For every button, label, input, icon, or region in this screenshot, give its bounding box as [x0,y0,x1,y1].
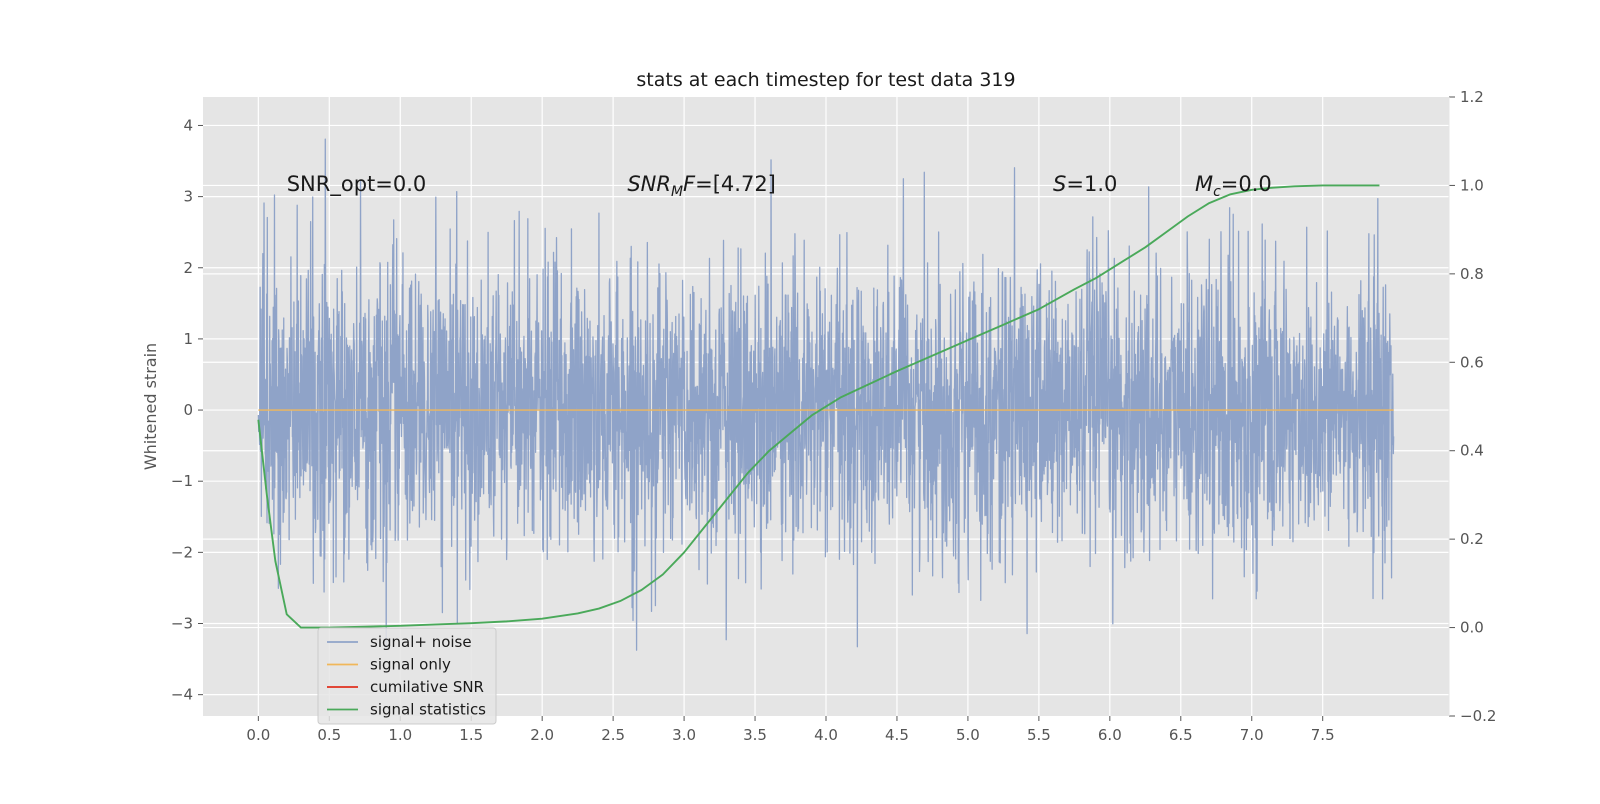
legend-box [317,627,497,725]
y-tick-label: 4 [183,116,193,134]
series-layer [257,138,1395,651]
y-tick-label: −4 [171,686,193,704]
annotations: SNR_opt=0.0 SNRMF=[4.72] S=1.0 Mc=0.0 [287,172,1272,200]
y2-tick-label: 0.4 [1460,442,1484,460]
annotation-s-1-0: S=1.0 [1053,172,1117,196]
x-tick-label: 5.5 [1027,726,1051,744]
series-signal-statistics-line [257,184,1380,629]
y2-tick-label: 0.8 [1460,265,1484,283]
y2-tick-label: 1.2 [1460,88,1484,106]
chart-title: stats at each timestep for test data 319 [636,69,1015,91]
annotation-snr-opt-0-0: SNR_opt=0.0 [287,172,427,197]
x-tick-label: 7.0 [1240,726,1264,744]
y2-tick-label: 0.6 [1460,353,1484,371]
y-tick-label: 3 [183,188,193,206]
x-tick-label: 6.5 [1169,726,1193,744]
y-tick-label: 0 [183,401,193,419]
y2-tick-label: 0.0 [1460,619,1484,637]
y-tick-label: −1 [171,472,193,490]
x-tick-label: 0.0 [246,726,270,744]
legend-label-signal-noise: signal+ noise [370,633,472,651]
annotation-snrmf-4-72: SNRMF=[4.72] [627,172,776,200]
x-tick-label: 4.5 [885,726,909,744]
legend-label-signal-only: signal only [370,656,451,674]
x-tick-label: 6.0 [1098,726,1122,744]
y2-axis-ticks: 1.2 1.0 0.8 0.6 0.4 0.2 0.0 −0.2 [1449,88,1496,725]
x-tick-label: 2.0 [530,726,554,744]
series-signal-plus-noise-line [257,138,1395,651]
x-tick-label: 7.5 [1311,726,1335,744]
y-tick-label: −2 [171,543,193,561]
y-axis-ticks: 4 3 2 1 0 −1 −2 −3 −4 [171,116,203,704]
y2-tick-label: 1.0 [1460,176,1484,194]
y-axis-label: Whitened strain [141,343,160,470]
x-tick-label: 1.0 [388,726,412,744]
x-tick-label: 3.5 [743,726,767,744]
x-tick-label: 0.5 [317,726,341,744]
x-tick-label: 2.5 [601,726,625,744]
y-tick-label: 2 [183,259,193,277]
y-tick-label: −3 [171,615,193,633]
y-tick-label: 1 [183,330,193,348]
legend-label-cumilative-snr: cumilative SNR [370,678,484,696]
x-tick-label: 3.0 [672,726,696,744]
y2-tick-label: −0.2 [1460,707,1496,725]
x-axis-ticks: 0.0 0.5 1.0 1.5 2.0 2.5 3.0 3.5 4.0 4.5 5.0 5.5 6.0 6… [246,716,1335,744]
annotation-mc-0-0: Mc=0.0 [1195,172,1272,200]
y2-tick-label: 0.2 [1460,530,1484,548]
x-tick-label: 4.0 [814,726,838,744]
legend-label-signal-statistics: signal statistics [370,701,486,719]
x-tick-label: 1.5 [459,726,483,744]
x-tick-label: 5.0 [956,726,980,744]
legend: signal+ noise signal only cumilative SNR si… [317,627,497,725]
